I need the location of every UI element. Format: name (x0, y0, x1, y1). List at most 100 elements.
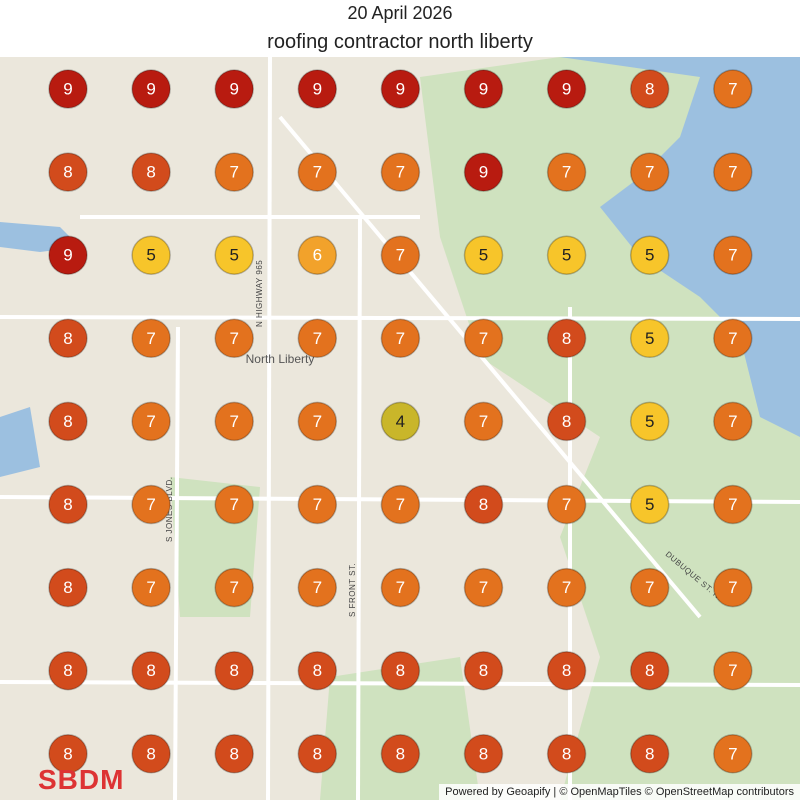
rank-marker (131, 401, 171, 442)
rank-marker (214, 318, 254, 359)
rank-marker (546, 401, 587, 442)
rank-marker (214, 734, 254, 774)
rank-marker (713, 69, 753, 109)
rank-marker (713, 235, 753, 275)
rank-label: 7 (313, 495, 322, 514)
rank-marker (380, 567, 421, 608)
rank-label: 8 (229, 744, 238, 763)
rank-marker (214, 484, 254, 525)
rank-marker (214, 567, 254, 608)
rank-label: 7 (313, 412, 322, 431)
rank-marker (463, 650, 504, 691)
rank-label: 8 (63, 412, 72, 431)
rank-label: 7 (146, 329, 155, 348)
rank-marker (131, 650, 171, 691)
rank-label: 9 (479, 80, 488, 99)
rank-marker (131, 152, 171, 192)
rank-marker (48, 69, 88, 109)
rank-marker (546, 734, 587, 774)
rank-label: 5 (562, 246, 571, 265)
rank-marker (131, 734, 171, 774)
rank-label: 8 (396, 744, 405, 763)
rank-label: 4 (396, 412, 405, 431)
rank-label: 7 (645, 578, 654, 597)
rank-marker (713, 401, 753, 442)
rank-label: 8 (396, 661, 405, 680)
rank-label: 7 (146, 412, 155, 431)
rank-marker (380, 734, 421, 774)
rank-label: 8 (63, 495, 72, 514)
rank-label: 8 (562, 412, 571, 431)
rank-marker (546, 484, 587, 525)
rank-marker (131, 484, 171, 525)
rank-marker (131, 235, 171, 275)
rank-marker (713, 318, 753, 359)
road-label: S FRONT ST. (348, 563, 357, 617)
rank-marker (546, 318, 587, 359)
rank-marker (546, 152, 587, 192)
rank-label: 7 (229, 163, 238, 182)
rank-label: 8 (562, 661, 571, 680)
rank-marker (546, 235, 587, 275)
markers: 9 9 9 9 9 9 9 8 7 8 8 7 7 7 9 7 7 7 9 5 5 6 7 5 5 5 7 8 7 7 7 7 7 8 5 7 8 7 7 7… (48, 69, 753, 774)
rank-label: 8 (562, 744, 571, 763)
rank-label: 5 (645, 246, 654, 265)
rank-label: 5 (146, 246, 155, 265)
rank-marker (297, 152, 338, 192)
rank-label: 9 (313, 80, 322, 99)
rank-marker (629, 401, 670, 442)
rank-marker (463, 401, 504, 442)
rank-label: 7 (396, 246, 405, 265)
rank-marker (48, 484, 88, 525)
rank-marker (629, 484, 670, 525)
roads (0, 57, 800, 800)
rank-marker (214, 401, 254, 442)
rank-marker (131, 318, 171, 359)
rank-marker (48, 650, 88, 691)
water (0, 57, 800, 477)
rank-marker (214, 650, 254, 691)
rank-marker (380, 484, 421, 525)
rank-label: 9 (146, 80, 155, 99)
rank-marker (629, 152, 670, 192)
rank-label: 9 (63, 246, 72, 265)
rank-marker (297, 318, 338, 359)
rank-marker (463, 152, 504, 192)
rank-label: 7 (728, 495, 737, 514)
rank-label: 7 (229, 495, 238, 514)
rank-label: 8 (146, 744, 155, 763)
rank-label: 8 (313, 744, 322, 763)
rank-label: 7 (645, 163, 654, 182)
rank-label: 8 (146, 163, 155, 182)
rank-marker (214, 152, 254, 192)
rank-label: 7 (313, 163, 322, 182)
rank-marker (629, 734, 670, 774)
rank-label: 7 (229, 412, 238, 431)
rank-marker (713, 734, 753, 774)
rank-label: 7 (229, 329, 238, 348)
rank-marker (297, 734, 338, 774)
rank-label: 7 (562, 495, 571, 514)
rank-label: 8 (63, 163, 72, 182)
rank-marker (713, 650, 753, 691)
rank-label: 8 (63, 661, 72, 680)
rank-marker (48, 318, 88, 359)
rank-label: 7 (146, 578, 155, 597)
rank-label: 7 (146, 495, 155, 514)
rank-label: 7 (728, 661, 737, 680)
rank-label: 8 (479, 661, 488, 680)
rank-marker (629, 235, 670, 275)
rank-label: 8 (63, 744, 72, 763)
rank-marker (713, 567, 753, 608)
rank-marker (463, 484, 504, 525)
rank-marker (297, 69, 338, 109)
rank-label: 7 (562, 163, 571, 182)
rank-label: 7 (396, 329, 405, 348)
rank-marker (214, 69, 254, 109)
rank-marker (131, 567, 171, 608)
rank-marker (380, 318, 421, 359)
rank-marker (629, 69, 670, 109)
rank-marker (297, 235, 338, 275)
rank-marker (380, 401, 421, 442)
